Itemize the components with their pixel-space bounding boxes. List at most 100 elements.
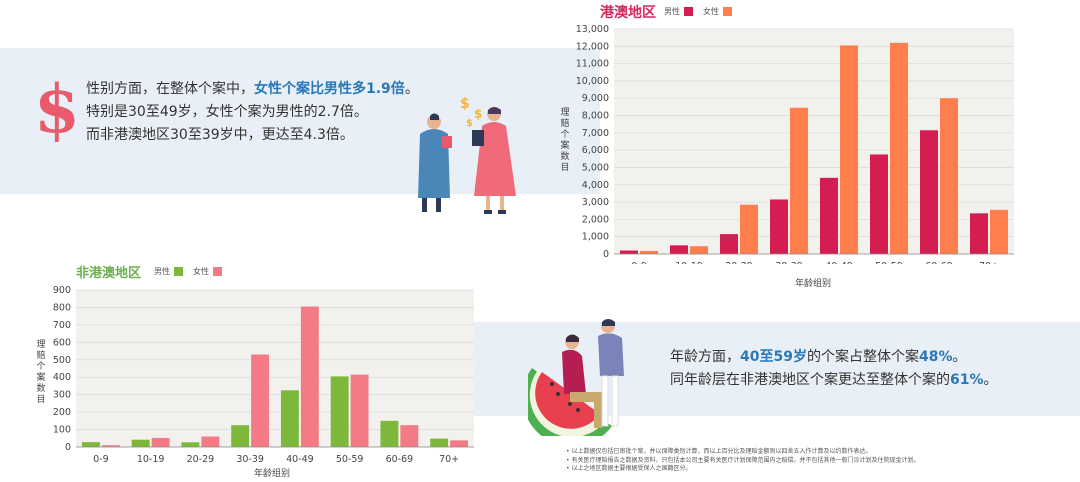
gender-summary: 性别方面，在整体个案中，女性个案比男性多1.9倍。 特别是30至49岁，女性个案… <box>86 78 419 147</box>
bar-female <box>300 306 319 447</box>
x-tick-label: 60-69 <box>386 454 414 465</box>
text-segment: 同年龄层在非港澳地区个案更达至整体个案的 <box>670 372 950 388</box>
text-segment: 。 <box>952 349 967 365</box>
y-tick-label: 0 <box>603 249 609 260</box>
text-segment: 的个案占整体个案 <box>806 349 919 365</box>
watermelon-nurse-illustration <box>528 319 624 436</box>
legend-label-female: 女性 <box>193 267 209 276</box>
legend-label-female: 女性 <box>703 7 719 16</box>
doctors-illustration: $ $ $ <box>418 96 516 214</box>
bar-female <box>201 436 220 447</box>
x-tick-label: 0-9 <box>93 454 109 465</box>
hk-chart-title: 港澳地区 <box>600 5 656 21</box>
footnote: 以上数据仅包括已审批个案，并以保障类别计算，而以上百分比及理赔金额则以四舍五入作… <box>566 448 919 457</box>
footnotes: 以上数据仅包括已审批个案，并以保障类别计算，而以上百分比及理赔金额则以四舍五入作… <box>566 448 919 474</box>
bar-male <box>330 376 349 447</box>
bar-male <box>920 130 938 254</box>
bar-female <box>400 425 419 447</box>
nonhk-x-axis-label: 年龄组别 <box>254 469 291 479</box>
gender-summary-line1: 性别方面，在整体个案中，女性个案比男性多1.9倍。 <box>86 78 419 101</box>
hk-x-axis-label: 年龄组别 <box>795 279 832 289</box>
y-tick-label: 11,000 <box>576 59 609 70</box>
legend-swatch-male <box>684 7 693 16</box>
bar-female <box>450 440 469 447</box>
highlight-text: 48% <box>918 349 953 365</box>
hk-chart: 0 1,000 2,000 3,000 4,000 5,000 6,000 7,000 8,00… <box>576 24 1014 264</box>
bar-female <box>350 374 369 447</box>
bar-female <box>740 204 758 254</box>
legend-label-male: 男性 <box>664 7 680 16</box>
y-tick-label: 100 <box>53 425 71 436</box>
text-segment: 性别方面，在整体个案中， <box>86 81 254 97</box>
age-summary-line2: 同年龄层在非港澳地区个案更达至整体个案的61%。 <box>670 369 998 392</box>
age-summary-line1: 年龄方面，40至59岁的个案占整体个案48%。 <box>670 346 998 369</box>
hk-y-axis-label: 理赔个案数目 <box>560 108 570 173</box>
y-tick-label: 900 <box>53 285 71 296</box>
x-tick-label: 70+ <box>439 454 459 465</box>
legend-swatch-female <box>723 7 732 16</box>
x-tick-label: 30-39 <box>775 261 803 264</box>
bar-male <box>870 154 888 254</box>
bar-female <box>990 209 1008 254</box>
y-tick-label: 0 <box>65 442 71 453</box>
footnote: 有关医疗理赔报告之数据及资料，只包括本公司主要有关医疗计划保障范围内之赔偿，并不… <box>566 457 919 466</box>
nonhk-y-axis-label: 理赔个案数目 <box>36 340 46 405</box>
y-tick-label: 2,000 <box>582 214 609 225</box>
bar-male <box>820 177 838 254</box>
text-segment: 。 <box>983 372 998 388</box>
nonhk-chart-title: 非港澳地区 <box>76 266 142 281</box>
bar-male <box>670 245 688 254</box>
legend-swatch-female <box>213 267 222 276</box>
y-tick-label: 8,000 <box>582 111 609 122</box>
nonhk-chart: 0 100 200 300 400 500 600 700 800 900 0-9 10-19 20-2… <box>53 285 474 465</box>
x-tick-label: 0-9 <box>631 261 647 264</box>
x-tick-label: 20-29 <box>725 261 753 264</box>
legend-label-male: 男性 <box>154 267 170 276</box>
y-tick-label: 12,000 <box>576 41 609 52</box>
age-summary: 年龄方面，40至59岁的个案占整体个案48%。 同年龄层在非港澳地区个案更达至整… <box>670 346 998 392</box>
bar-female <box>790 107 808 254</box>
y-tick-label: 13,000 <box>576 24 609 35</box>
plot-area <box>76 290 474 447</box>
bar-female <box>890 42 908 254</box>
dollar-icon: $ <box>34 70 80 148</box>
y-tick-label: 4,000 <box>582 180 609 191</box>
nonhk-chart-legend: 男性 女性 <box>154 266 222 277</box>
x-tick-label: 60-69 <box>925 261 953 264</box>
svg-text:$: $ <box>460 96 470 112</box>
svg-text:$: $ <box>466 118 473 129</box>
bar-female <box>690 246 708 254</box>
y-tick-label: 7,000 <box>582 128 609 139</box>
bar-male <box>280 390 299 447</box>
y-tick-label: 800 <box>53 302 71 313</box>
gender-summary-line2: 特别是30至49岁，女性个案为男性的2.7倍。 <box>86 104 368 120</box>
y-tick-label: 500 <box>53 355 71 366</box>
bar-male <box>81 442 100 447</box>
y-tick-label: 9,000 <box>582 93 609 104</box>
y-tick-label: 6,000 <box>582 145 609 156</box>
y-tick-label: 200 <box>53 407 71 418</box>
y-tick-label: 10,000 <box>576 76 609 87</box>
x-tick-label: 10-19 <box>675 261 703 264</box>
bar-male <box>231 425 250 447</box>
x-tick-label: 20-29 <box>187 454 215 465</box>
y-tick-label: 700 <box>53 320 71 331</box>
text-segment: 。 <box>404 81 419 97</box>
bar-male <box>380 420 399 447</box>
y-tick-label: 400 <box>53 372 71 383</box>
x-tick-label: 40-49 <box>825 261 853 264</box>
x-tick-label: 50-59 <box>336 454 364 465</box>
gender-summary-line3: 而非港澳地区30至39岁中，更达至4.3倍。 <box>86 127 354 143</box>
bar-female <box>101 445 120 447</box>
highlight-text: 61% <box>950 372 984 388</box>
y-tick-label: 3,000 <box>582 197 609 208</box>
bar-male <box>430 438 449 447</box>
bar-male <box>620 250 638 254</box>
bar-female <box>940 98 958 254</box>
text-segment: 年龄方面， <box>670 349 740 365</box>
highlight-text: 女性个案比男性多1.9倍 <box>254 81 405 97</box>
y-tick-label: 5,000 <box>582 162 609 173</box>
hk-chart-legend: 男性 女性 <box>664 6 732 17</box>
bar-male <box>720 234 738 254</box>
svg-text:$: $ <box>474 107 482 121</box>
